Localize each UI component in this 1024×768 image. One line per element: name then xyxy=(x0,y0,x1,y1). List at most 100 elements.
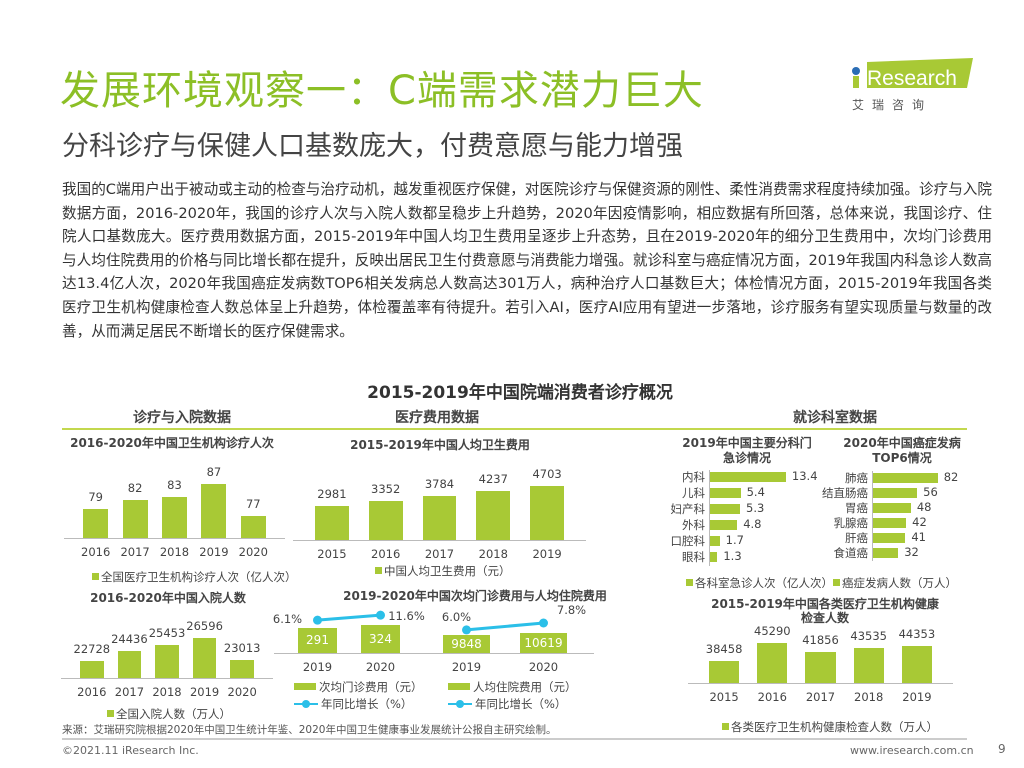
category-label: 2019 xyxy=(302,660,333,674)
bar xyxy=(519,633,568,653)
svg-text:艾瑞咨询: 艾瑞咨询 xyxy=(852,97,932,112)
value-label: 42 xyxy=(912,514,927,529)
chart-title: 2016-2020年中国卫生机构诊疗人次 xyxy=(70,436,274,450)
category-label: 2019 xyxy=(902,690,932,704)
section-header-costs: 医疗费用数据 xyxy=(395,410,479,426)
value-label: 79 xyxy=(88,490,104,505)
value-label: 45290 xyxy=(754,624,791,639)
chart-title: 2015-2019年中国人均卫生费用 xyxy=(350,438,530,452)
inpatient-cost-chart: 9848 2019 10619 2020 6.0% 7.8% xyxy=(416,603,594,674)
outpatient-cost-chart: 291 2019 324 2020 6.1% 11.6% xyxy=(273,603,425,674)
growth-line xyxy=(313,610,385,625)
chart-title: 急诊情况 xyxy=(722,451,772,465)
copyright: ©2021.11 iResearch Inc. xyxy=(62,744,199,757)
bar xyxy=(710,520,738,531)
footer-divider xyxy=(62,738,967,740)
category-label: 2016 xyxy=(77,685,107,699)
value-label: 5.3 xyxy=(746,501,765,516)
chart-title: 检查人数 xyxy=(800,611,850,625)
section-title: 2015-2019年中国院端消费者诊疗概况 xyxy=(367,383,673,403)
category-label: 食道癌 xyxy=(833,545,869,560)
bar xyxy=(530,485,565,540)
legend-inpatient-bar: 人均住院费用（元） xyxy=(448,679,577,695)
category-label: 结直肠癌 xyxy=(822,485,868,500)
bar xyxy=(122,499,148,538)
category-label: 内科 xyxy=(682,470,705,485)
department-chart: 内科 13.4 儿科 5.4 妇产科 5.3 外科 4.8 口腔科 1.7 眼科 1.3 xyxy=(671,469,818,566)
category-label: 眼科 xyxy=(682,550,705,565)
bar xyxy=(873,473,938,483)
category-label: 儿科 xyxy=(682,486,705,501)
category-label: 2017 xyxy=(114,685,145,699)
value-label: 43535 xyxy=(850,628,887,643)
category-label: 2015 xyxy=(317,547,347,561)
bar xyxy=(422,496,457,540)
category-label: 妇产科 xyxy=(670,502,706,517)
bar xyxy=(710,488,741,499)
value-label: 82 xyxy=(127,480,143,495)
value-label: 23013 xyxy=(223,640,261,655)
category-label: 2016 xyxy=(371,547,401,561)
bar xyxy=(83,509,109,538)
category-label: 外科 xyxy=(682,518,705,533)
category-label: 2019 xyxy=(532,547,562,561)
category-label: 2020 xyxy=(365,660,396,674)
bar xyxy=(805,652,836,683)
bar xyxy=(201,483,227,538)
visits-chart: 79 2016 82 2017 83 2018 87 2019 77 2020 xyxy=(64,464,285,559)
category-label: 2016 xyxy=(757,690,787,704)
axis-line xyxy=(416,653,594,654)
legend-checkup: 各类医疗卫生机构健康检查人数（万人） xyxy=(722,719,938,735)
category-label: 2015 xyxy=(709,690,739,704)
section-header-departments: 就诊科室数据 xyxy=(793,410,877,426)
intro-paragraph: 我国的C端用户出于被动或主动的检查与治疗动机，越发重视医疗保健，对医院诊疗与保健… xyxy=(62,181,992,340)
page-subtitle: 分科诊疗与保健人口基数庞大，付费意愿与能力增强 xyxy=(62,131,683,162)
value-label: 1.3 xyxy=(723,549,742,564)
bar xyxy=(476,491,511,540)
growth-label: 6.0% xyxy=(441,609,472,624)
growth-label: 7.8% xyxy=(556,603,587,617)
category-label: 2020 xyxy=(227,685,257,699)
line-series xyxy=(466,621,544,632)
bar xyxy=(442,634,491,653)
bar xyxy=(873,503,911,513)
bar xyxy=(230,659,255,678)
bar xyxy=(360,625,401,653)
per-capita-cost-chart: 2981 2015 3352 2016 3784 2017 4237 2018 4703 2019 xyxy=(293,467,586,561)
value-label: 25453 xyxy=(148,625,186,640)
bar xyxy=(873,518,907,528)
chart-title: 2015-2019年中国各类医疗卫生机构健康 xyxy=(711,597,939,611)
value-label: 44353 xyxy=(898,626,936,641)
value-label: 87 xyxy=(206,464,222,479)
category-label: 2017 xyxy=(805,690,836,704)
bar xyxy=(117,650,142,678)
category-label: 口腔科 xyxy=(670,534,706,549)
website-link[interactable]: www.iresearch.com.cn xyxy=(850,744,974,757)
value-label: 26596 xyxy=(186,618,223,633)
bar xyxy=(708,661,740,683)
growth-label: 6.1% xyxy=(272,612,303,627)
bar xyxy=(853,647,884,683)
legend-admissions: 全国入院人数（万人） xyxy=(107,706,231,722)
bar xyxy=(873,548,899,558)
value-label: 9848 xyxy=(451,636,482,651)
source-note: 来源：艾瑞研究院根据2020年中国卫生统计年鉴、2020年中国卫生健康事业发展统… xyxy=(62,724,557,736)
legend-outpatient-bar: 次均门诊费用（元） xyxy=(294,679,423,695)
bar xyxy=(710,552,718,563)
value-label: 38458 xyxy=(705,642,743,657)
value-label: 4.8 xyxy=(743,517,762,532)
chart-title: 2016-2020年中国入院人数 xyxy=(90,591,246,605)
iresearch-logo: Research 艾瑞咨询 xyxy=(845,54,975,114)
category-label: 2019 xyxy=(189,685,220,699)
value-label: 77 xyxy=(245,496,261,511)
chart-title: 2019年中国主要分科门 xyxy=(682,436,812,450)
divider xyxy=(62,428,967,430)
bar xyxy=(757,643,788,683)
bar xyxy=(901,645,933,683)
axis-line xyxy=(293,540,586,541)
value-label: 10619 xyxy=(524,636,563,651)
legend-per-capita: 中国人均卫生费用（元） xyxy=(375,563,511,579)
category-label: 2018 xyxy=(478,547,508,561)
bar xyxy=(240,515,266,538)
bar xyxy=(297,627,338,653)
